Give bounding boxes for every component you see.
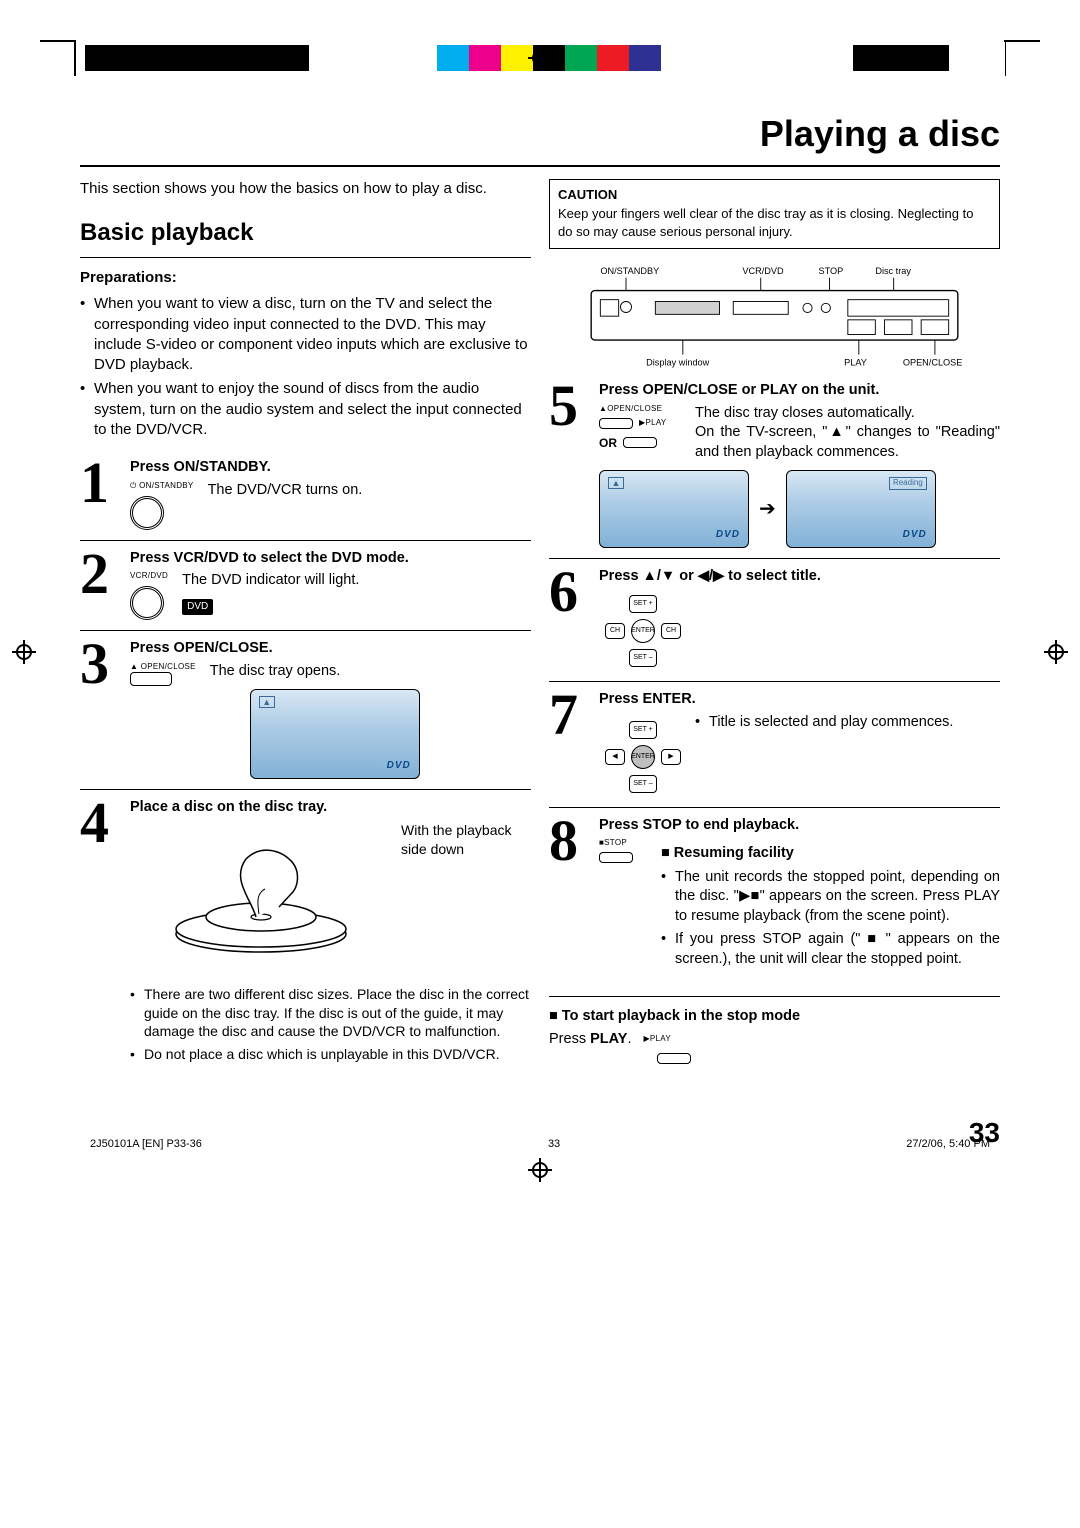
step-head: Press OPEN/CLOSE. xyxy=(130,639,531,659)
step-desc: The disc tray opens. xyxy=(210,662,531,682)
step-5: 5 Press OPEN/CLOSE or PLAY on the unit. … xyxy=(549,373,1000,559)
button-label: VCR/DVD xyxy=(130,571,168,582)
step-number: 5 xyxy=(549,381,591,430)
svg-text:OPEN/CLOSE: OPEN/CLOSE xyxy=(903,358,963,368)
step-number: 4 xyxy=(80,798,122,847)
crop-mark-icon xyxy=(1004,40,1040,42)
step-4: 4 Place a disc on the disc tray. xyxy=(80,790,531,1084)
step-1: 1 Press ON/STANDBY. ⏻ ON/STANDBY The DVD… xyxy=(80,450,531,540)
list-item: When you want to view a disc, turn on th… xyxy=(80,294,531,375)
caution-box: CAUTION Keep your fingers well clear of … xyxy=(549,179,1000,250)
label: ON/STANDBY xyxy=(600,266,659,276)
step-desc: On the TV-screen, "▲" changes to "Readin… xyxy=(695,423,1000,462)
step-desc: The disc tray closes automatically. xyxy=(695,404,1000,424)
list-item: Title is selected and play commences. xyxy=(695,713,1000,733)
svg-text:VCR/DVD: VCR/DVD xyxy=(742,266,784,276)
button-label: ■STOP xyxy=(599,838,649,849)
open-close-button-icon xyxy=(599,418,633,429)
preparations-list: When you want to view a disc, turn on th… xyxy=(80,294,531,440)
dpad-icon: SET + SET – ◀ ▶ ENTER xyxy=(603,717,683,797)
step-head: Press ENTER. xyxy=(599,690,1000,710)
footer-left: 2J50101A [EN] P33-36 xyxy=(90,1137,202,1152)
reading-label: Reading xyxy=(889,477,927,490)
section-title: Basic playback xyxy=(80,217,531,249)
step-number: 6 xyxy=(549,567,591,616)
step-6: 6 Press ▲/▼ or ◀/▶ to select title. SET … xyxy=(549,559,1000,682)
svg-text:Display window: Display window xyxy=(646,358,709,368)
step-desc: The DVD indicator will light. xyxy=(182,571,359,591)
open-close-button-icon xyxy=(130,672,172,686)
step-number: 7 xyxy=(549,690,591,739)
dpad-icon: SET + SET – CH CH ENTER xyxy=(603,591,683,671)
registration-mark-icon xyxy=(12,640,36,664)
start-stop-head: To start playback in the stop mode xyxy=(549,1007,1000,1027)
divider xyxy=(80,257,531,258)
tv-screen-icon: Reading DVD xyxy=(786,470,936,548)
resuming-head: Resuming facility xyxy=(661,844,1000,864)
crop-mark-icon xyxy=(1005,40,1007,76)
dvd-logo-icon: DVD xyxy=(903,528,927,542)
step-number: 3 xyxy=(80,639,122,688)
footer-right: 27/2/06, 5:40 PM xyxy=(906,1137,990,1152)
step-head: Press VCR/DVD to select the DVD mode. xyxy=(130,549,531,569)
crop-mark-icon xyxy=(74,40,76,76)
button-label: ▲ OPEN/CLOSE xyxy=(130,662,196,673)
button-label: ⏻ ON/STANDBY xyxy=(130,481,194,492)
vcr-dvd-button-icon xyxy=(130,586,164,620)
svg-text:STOP: STOP xyxy=(819,266,844,276)
svg-text:Disc tray: Disc tray xyxy=(875,266,911,276)
step-head: Place a disc on the disc tray. xyxy=(130,798,531,818)
step-head: Press ON/STANDBY. xyxy=(130,458,531,478)
print-footer: 2J50101A [EN] P33-36 33 27/2/06, 5:40 PM xyxy=(90,1137,990,1152)
tv-screen-icon: ▲ DVD xyxy=(599,470,749,548)
crop-mark-icon xyxy=(40,40,76,42)
content-columns: This section shows you how the basics on… xyxy=(80,179,1000,1085)
step-head: Press ▲/▼ or ◀/▶ to select title. xyxy=(599,567,1000,587)
step-desc: The DVD/VCR turns on. xyxy=(208,481,363,501)
caution-head: CAUTION xyxy=(558,186,991,204)
svg-text:PLAY: PLAY xyxy=(844,358,867,368)
list-item: When you want to enjoy the sound of disc… xyxy=(80,379,531,440)
registration-mark-icon xyxy=(1044,640,1068,664)
registration-mark-icon xyxy=(528,1158,552,1182)
step-number: 8 xyxy=(549,816,591,865)
divider xyxy=(80,165,1000,167)
registration-mark-icon xyxy=(528,46,552,70)
list-item: There are two different disc sizes. Plac… xyxy=(130,985,531,1042)
play-button-icon xyxy=(657,1053,691,1064)
step-7: 7 Press ENTER. SET + SET – ◀ ▶ ENTER Tit… xyxy=(549,682,1000,808)
left-column: This section shows you how the basics on… xyxy=(80,179,531,1085)
right-column: CAUTION Keep your fingers well clear of … xyxy=(549,179,1000,1085)
intro-text: This section shows you how the basics on… xyxy=(80,179,531,199)
list-item: If you press STOP again (" ■ " appears o… xyxy=(661,930,1000,969)
printer-color-bar xyxy=(85,45,949,71)
play-button-icon xyxy=(623,437,657,448)
footer-mid: 33 xyxy=(548,1137,560,1152)
step-side-note: With the playback side down xyxy=(401,821,531,977)
step-2: 2 Press VCR/DVD to select the DVD mode. … xyxy=(80,541,531,631)
list-item: The unit records the stopped point, depe… xyxy=(661,868,1000,927)
list-item: Do not place a disc which is unplayable … xyxy=(130,1045,531,1064)
on-standby-button-icon xyxy=(130,496,164,530)
dvd-logo-icon: DVD xyxy=(387,759,411,773)
or-label: OR xyxy=(599,435,617,451)
step-head: Press OPEN/CLOSE or PLAY on the unit. xyxy=(599,381,1000,401)
dvd-logo-icon: DVD xyxy=(716,528,740,542)
step-number: 1 xyxy=(80,458,122,507)
step-head: Press STOP to end playback. xyxy=(599,816,1000,836)
preparations-head: Preparations: xyxy=(80,268,531,288)
start-stop-body: Press PLAY. xyxy=(549,1030,631,1050)
device-diagram: ON/STANDBY VCR/DVD STOP Disc tray xyxy=(549,263,1000,373)
step-3: 3 Press OPEN/CLOSE. ▲ OPEN/CLOSE The dis… xyxy=(80,631,531,790)
page-title: Playing a disc xyxy=(80,110,1000,159)
divider xyxy=(549,996,1000,997)
dvd-indicator-icon: DVD xyxy=(182,599,213,615)
stop-button-icon xyxy=(599,852,633,863)
arrow-right-icon: ➔ xyxy=(759,496,776,523)
step-number: 2 xyxy=(80,549,122,598)
disc-insert-icon xyxy=(161,839,361,959)
step-8: 8 Press STOP to end playback. ■STOP Resu… xyxy=(549,808,1000,990)
caution-body: Keep your fingers well clear of the disc… xyxy=(558,205,991,240)
